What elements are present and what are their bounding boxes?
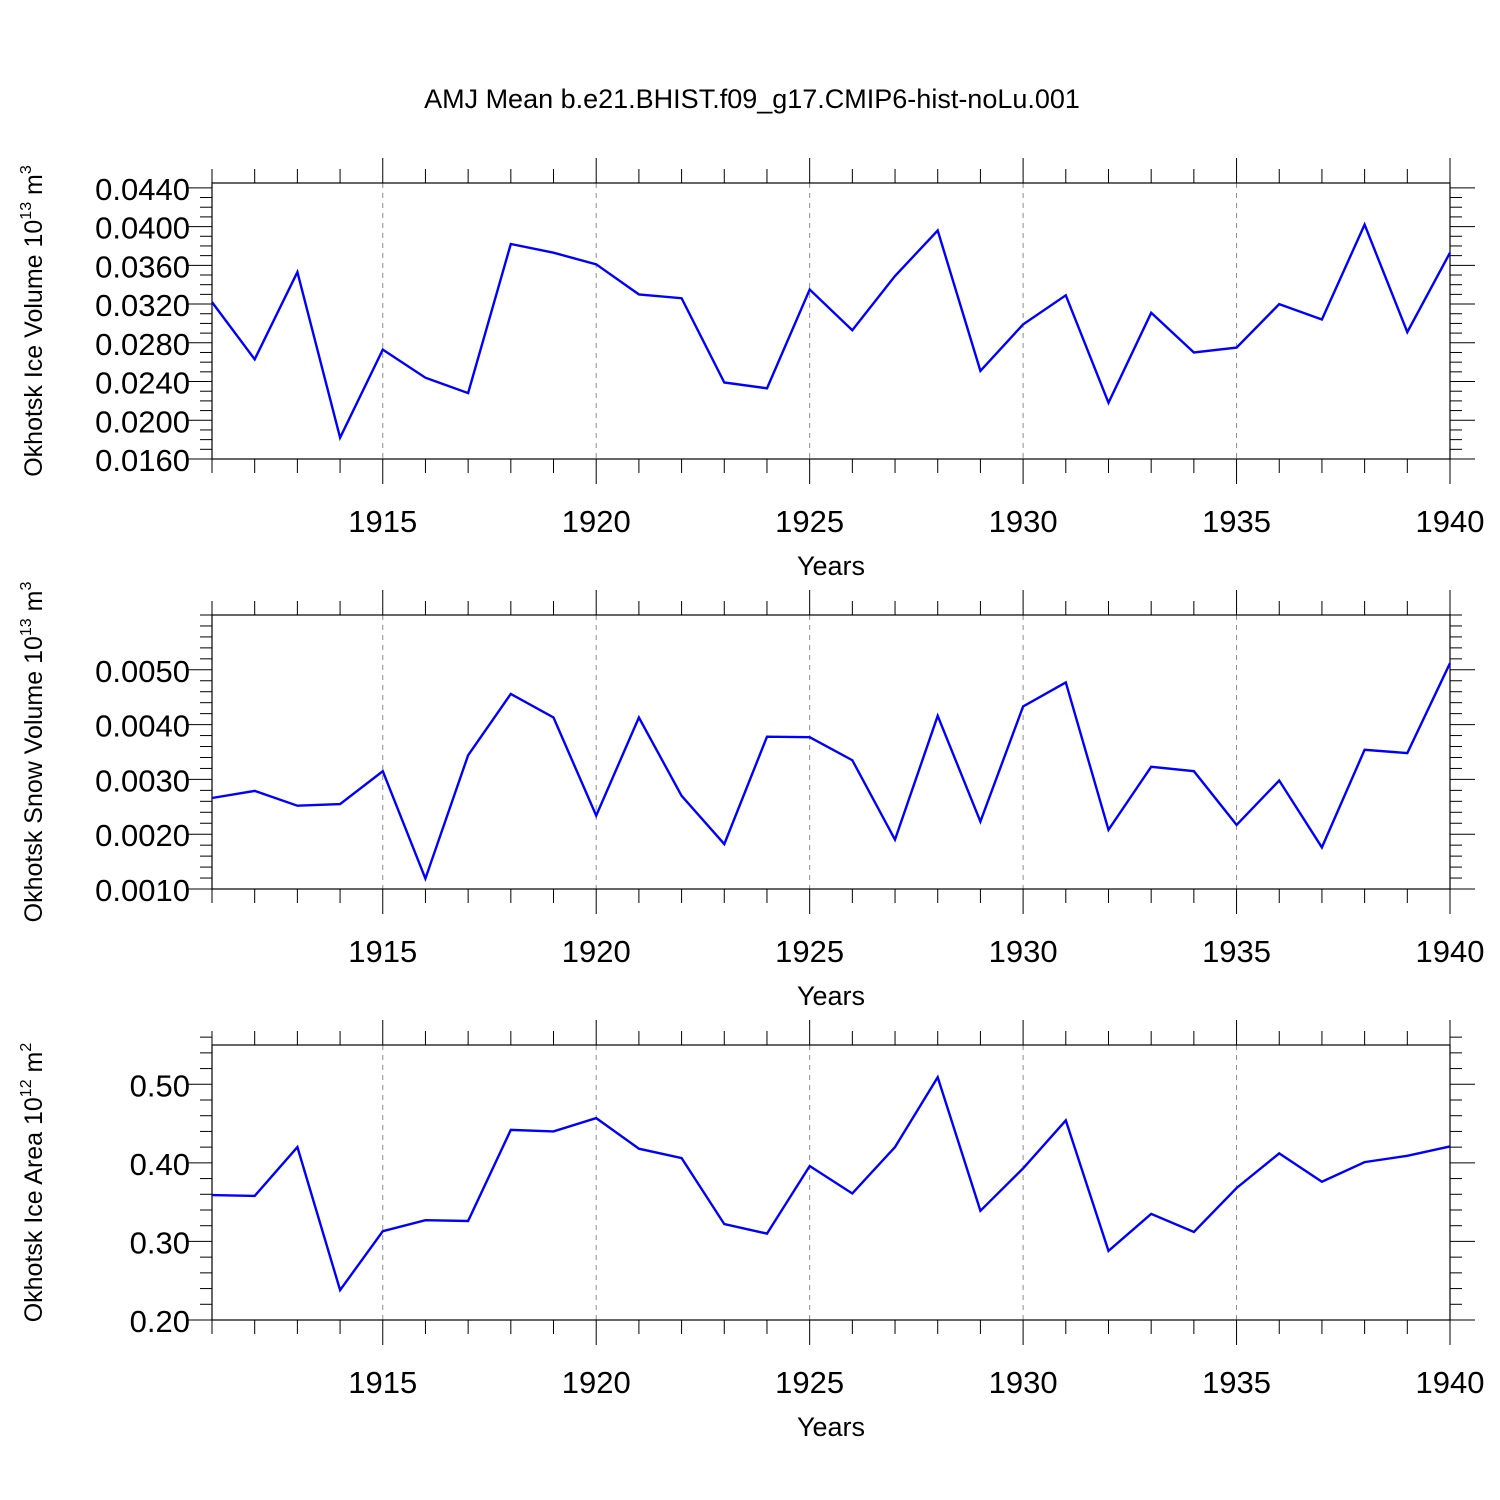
y-axis-title-text: Okhotsk Ice Area 10 [20,1097,48,1322]
x-tick-label: 1915 [348,1365,417,1400]
y-tick-label: 0.40 [130,1147,190,1182]
y-tick-label: 0.20 [130,1304,190,1339]
y-axis-title-exponent: 13 [18,618,35,636]
figure-title: AMJ Mean b.e21.BHIST.f09_g17.CMIP6-hist-… [424,84,1080,114]
panel-2: 0.0010 0.0020 0.0030 0.0040 0.0050 1915 1920 19… [18,582,1484,1011]
x-axis-title: Years [797,551,865,581]
x-tick-label: 1925 [775,1365,844,1400]
y-tick-label: 0.0160 [95,443,190,478]
x-tick-label: 1915 [348,934,417,969]
x-tick-label: 1920 [562,504,631,539]
x-axis-title: Years [797,981,865,1011]
panel-1: 0.01600.02000.02400.02800.03200.03600.04… [18,158,1484,581]
x-tick-label: 1930 [989,1365,1058,1400]
y-axis-title: Okhotsk Ice Area 1012 m2 [18,1043,48,1323]
series-line [211,662,1452,883]
x-tick-label: 1915 [348,504,417,539]
y-axis-title-exponent: 13 [18,202,35,220]
y-tick-label: 0.0240 [95,366,190,401]
y-axis-title-text: Okhotsk Ice Volume 10 [20,220,48,477]
y-tick-label: 0.0010 [95,873,190,908]
x-tick-label: 1920 [562,1365,631,1400]
y-tick-label: 0.0360 [95,249,190,284]
x-axis-title: Years [797,1412,865,1442]
x-tick-label: 1940 [1416,934,1485,969]
x-tick-label: 1935 [1202,504,1271,539]
x-tick-label: 1925 [775,504,844,539]
y-tick-label: 0.0040 [95,709,190,744]
y-tick-label: 0.0280 [95,327,190,362]
x-tick-label: 1930 [989,504,1058,539]
y-tick-label: 0.0200 [95,404,190,439]
plot-frame [211,614,1451,890]
y-tick-label: 0.50 [130,1068,190,1103]
y-tick-label: 0.0440 [95,172,190,207]
y-axis-title-unit-exponent: 3 [18,165,35,174]
x-tick-label: 1925 [775,934,844,969]
y-axis-title: Okhotsk Ice Volume 1013 m3 [18,165,48,477]
x-tick-label: 1935 [1202,1365,1271,1400]
y-axis-title-unit-exponent: 2 [18,1043,35,1052]
y-axis-title-text: Okhotsk Snow Volume 10 [20,636,48,922]
panels: 0.01600.02000.02400.02800.03200.03600.04… [18,158,1484,1442]
series-line [211,1074,1451,1293]
x-tick-label: 1940 [1416,1365,1485,1400]
y-tick-label: 0.0320 [95,288,190,323]
y-axis-title-unit: m [20,1052,48,1080]
plot-frame [211,1044,1451,1321]
y-tick-label: 0.0020 [95,818,190,853]
y-tick-label: 0.0400 [95,211,190,246]
x-tick-label: 1920 [562,934,631,969]
y-tick-label: 0.30 [130,1225,190,1260]
y-axis-title-exponent: 12 [18,1079,35,1097]
y-axis-title: Okhotsk Snow Volume 1013 m3 [18,582,48,923]
plot-frame [211,182,1451,460]
y-tick-label: 0.0050 [95,654,190,689]
y-axis-title-unit: m [20,591,48,619]
series-line [211,221,1452,442]
panel-3: 0.20 0.30 0.40 0.50 1915 1920 1925 1930 1935 1940… [18,1020,1484,1442]
x-tick-label: 1930 [989,934,1058,969]
y-axis-title-unit: m [20,174,48,202]
y-tick-label: 0.0030 [95,763,190,798]
x-tick-label: 1940 [1416,504,1485,539]
x-tick-label: 1935 [1202,934,1271,969]
y-axis-title-unit-exponent: 3 [18,582,35,591]
